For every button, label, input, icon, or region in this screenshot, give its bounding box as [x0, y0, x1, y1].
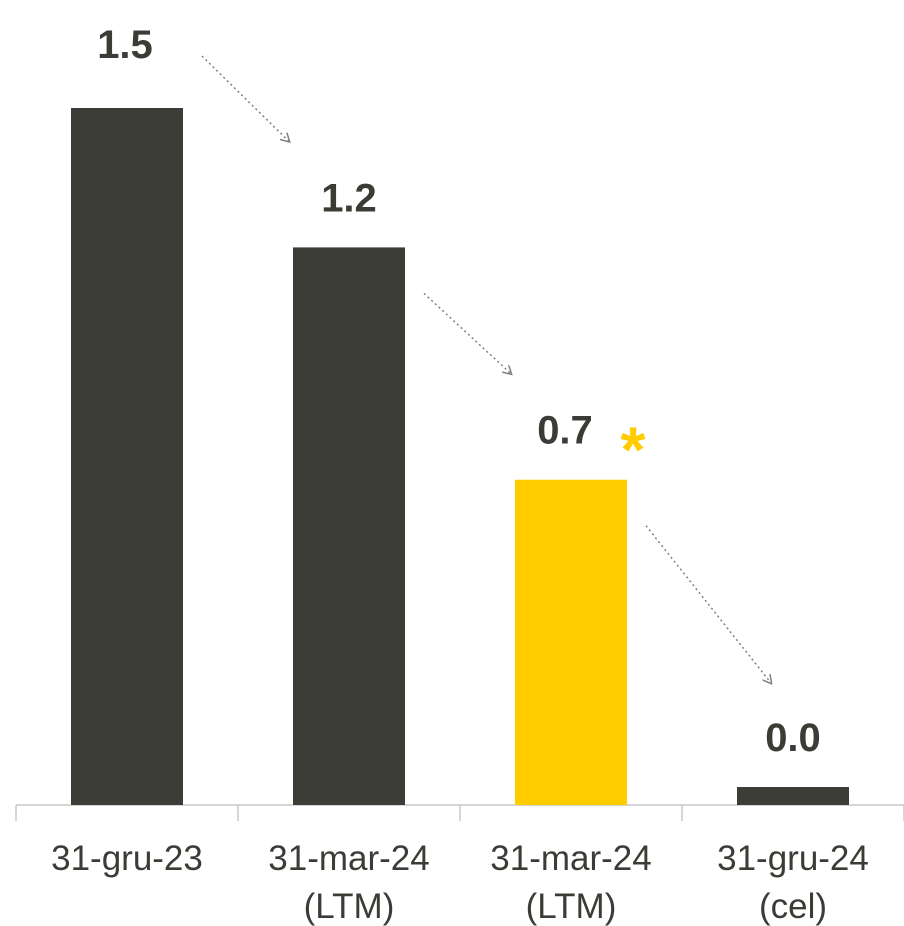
category-label: (LTM) [304, 887, 395, 926]
bar [515, 479, 627, 805]
trend-arrow [645, 525, 771, 683]
bars [71, 108, 849, 805]
bar [293, 247, 405, 805]
bar [737, 787, 849, 805]
category-label: 31-mar-24 [268, 839, 429, 878]
value-label: 0.0 [765, 716, 821, 760]
value-label: 1.2 [321, 176, 377, 220]
highlight-asterisk: * [621, 414, 646, 486]
x-axis [15, 804, 904, 821]
category-labels: 31-gru-23 31-mar-24 (LTM) 31-mar-24 (LTM) 31-… [51, 839, 869, 926]
category-label: (LTM) [526, 887, 617, 926]
category-label: 31-gru-23 [51, 839, 203, 878]
value-labels: 1.5 1.2 0.7 * 0.0 [97, 23, 821, 760]
category-label: 31-gru-24 [717, 839, 869, 878]
trend-arrows [201, 55, 771, 683]
value-label: 0.7 [537, 409, 593, 453]
category-label: 31-mar-24 [490, 839, 651, 878]
bar [71, 108, 183, 805]
trend-arrow [201, 55, 289, 141]
trend-arrow [423, 292, 511, 373]
category-label: (cel) [759, 887, 827, 926]
value-label: 1.5 [97, 23, 153, 67]
